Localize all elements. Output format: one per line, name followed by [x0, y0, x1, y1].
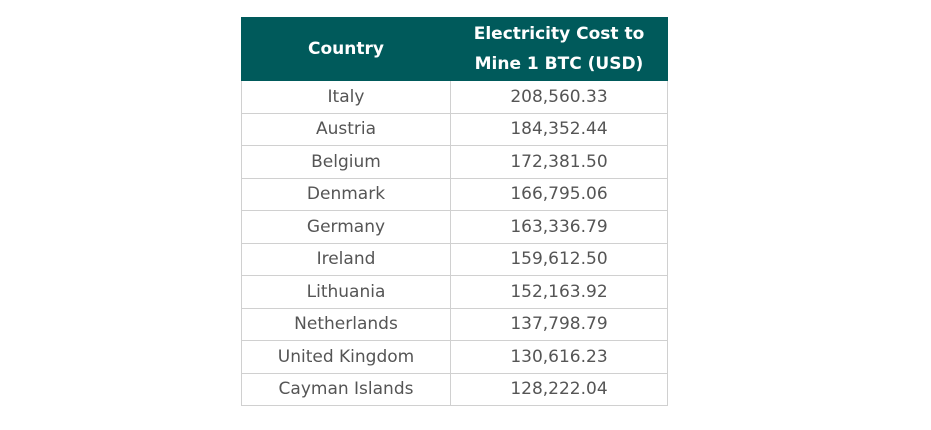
cell-country: Cayman Islands: [241, 372, 451, 406]
cell-cost: 208,560.33: [450, 80, 668, 114]
table-row: Cayman Islands 128,222.04: [241, 372, 668, 406]
cell-cost: 184,352.44: [450, 112, 668, 146]
cell-cost: 137,798.79: [450, 307, 668, 341]
cell-cost: 128,222.04: [450, 372, 668, 406]
table-body: Italy 208,560.33 Austria 184,352.44 Belgium 1…: [241, 80, 668, 406]
table-row: Denmark 166,795.06: [241, 177, 668, 211]
cell-cost: 166,795.06: [450, 177, 668, 211]
cell-country: Italy: [241, 80, 451, 114]
cell-country: Belgium: [241, 145, 451, 179]
cell-cost: 163,336.79: [450, 210, 668, 244]
table-row: United Kingdom 130,616.23: [241, 340, 668, 374]
table-row: Belgium 172,381.50: [241, 145, 668, 179]
cell-country: Lithuania: [241, 275, 451, 309]
cell-cost: 159,612.50: [450, 242, 668, 276]
header-electricity-cost: Electricity Cost to Mine 1 BTC (USD): [450, 17, 668, 81]
cell-country: United Kingdom: [241, 340, 451, 374]
cell-country: Austria: [241, 112, 451, 146]
cell-country: Netherlands: [241, 307, 451, 341]
table-row: Ireland 159,612.50: [241, 242, 668, 276]
cell-country: Ireland: [241, 242, 451, 276]
data-table-container: Country Electricity Cost to Mine 1 BTC (…: [241, 17, 668, 406]
electricity-cost-table: Country Electricity Cost to Mine 1 BTC (…: [241, 17, 668, 406]
table-row: Germany 163,336.79: [241, 210, 668, 244]
cell-cost: 172,381.50: [450, 145, 668, 179]
header-country: Country: [241, 17, 451, 81]
table-row: Austria 184,352.44: [241, 112, 668, 146]
cell-country: Denmark: [241, 177, 451, 211]
table-row: Lithuania 152,163.92: [241, 275, 668, 309]
cell-cost: 152,163.92: [450, 275, 668, 309]
table-row: Italy 208,560.33: [241, 80, 668, 114]
cell-country: Germany: [241, 210, 451, 244]
table-row: Netherlands 137,798.79: [241, 307, 668, 341]
table-header: Country Electricity Cost to Mine 1 BTC (…: [241, 17, 668, 81]
cell-cost: 130,616.23: [450, 340, 668, 374]
header-row: Country Electricity Cost to Mine 1 BTC (…: [241, 17, 668, 81]
